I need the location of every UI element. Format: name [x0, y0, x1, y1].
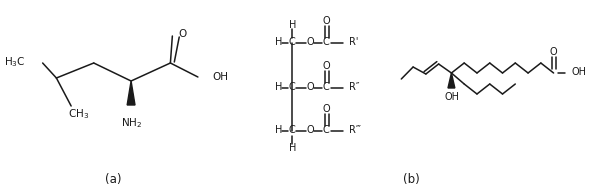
- Text: CH$_3$: CH$_3$: [68, 107, 90, 121]
- Text: O: O: [306, 37, 314, 47]
- Text: O: O: [306, 82, 314, 92]
- Text: OH: OH: [445, 92, 460, 102]
- Polygon shape: [448, 73, 455, 88]
- Text: H$_3$C: H$_3$C: [4, 55, 26, 69]
- Text: C: C: [289, 82, 296, 92]
- Text: OH: OH: [213, 72, 229, 82]
- Text: C: C: [322, 82, 329, 92]
- Text: O: O: [178, 29, 186, 39]
- Text: O: O: [550, 47, 557, 57]
- Text: OH: OH: [571, 67, 586, 77]
- Text: C: C: [289, 125, 296, 135]
- Text: H: H: [289, 20, 296, 30]
- Text: C: C: [322, 125, 329, 135]
- Text: R': R': [349, 37, 359, 47]
- Text: R‴: R‴: [349, 125, 361, 135]
- Polygon shape: [127, 81, 135, 105]
- Text: NH$_2$: NH$_2$: [121, 116, 143, 130]
- Text: O: O: [323, 16, 330, 26]
- Text: O: O: [323, 104, 330, 114]
- Text: C: C: [289, 37, 296, 47]
- Text: R″: R″: [349, 82, 360, 92]
- Text: H: H: [275, 82, 282, 92]
- Text: O: O: [323, 61, 330, 71]
- Text: (b): (b): [403, 172, 419, 185]
- Text: H: H: [275, 125, 282, 135]
- Text: H: H: [289, 143, 296, 153]
- Text: C: C: [322, 37, 329, 47]
- Text: O: O: [306, 125, 314, 135]
- Text: H: H: [275, 37, 282, 47]
- Text: (a): (a): [105, 172, 122, 185]
